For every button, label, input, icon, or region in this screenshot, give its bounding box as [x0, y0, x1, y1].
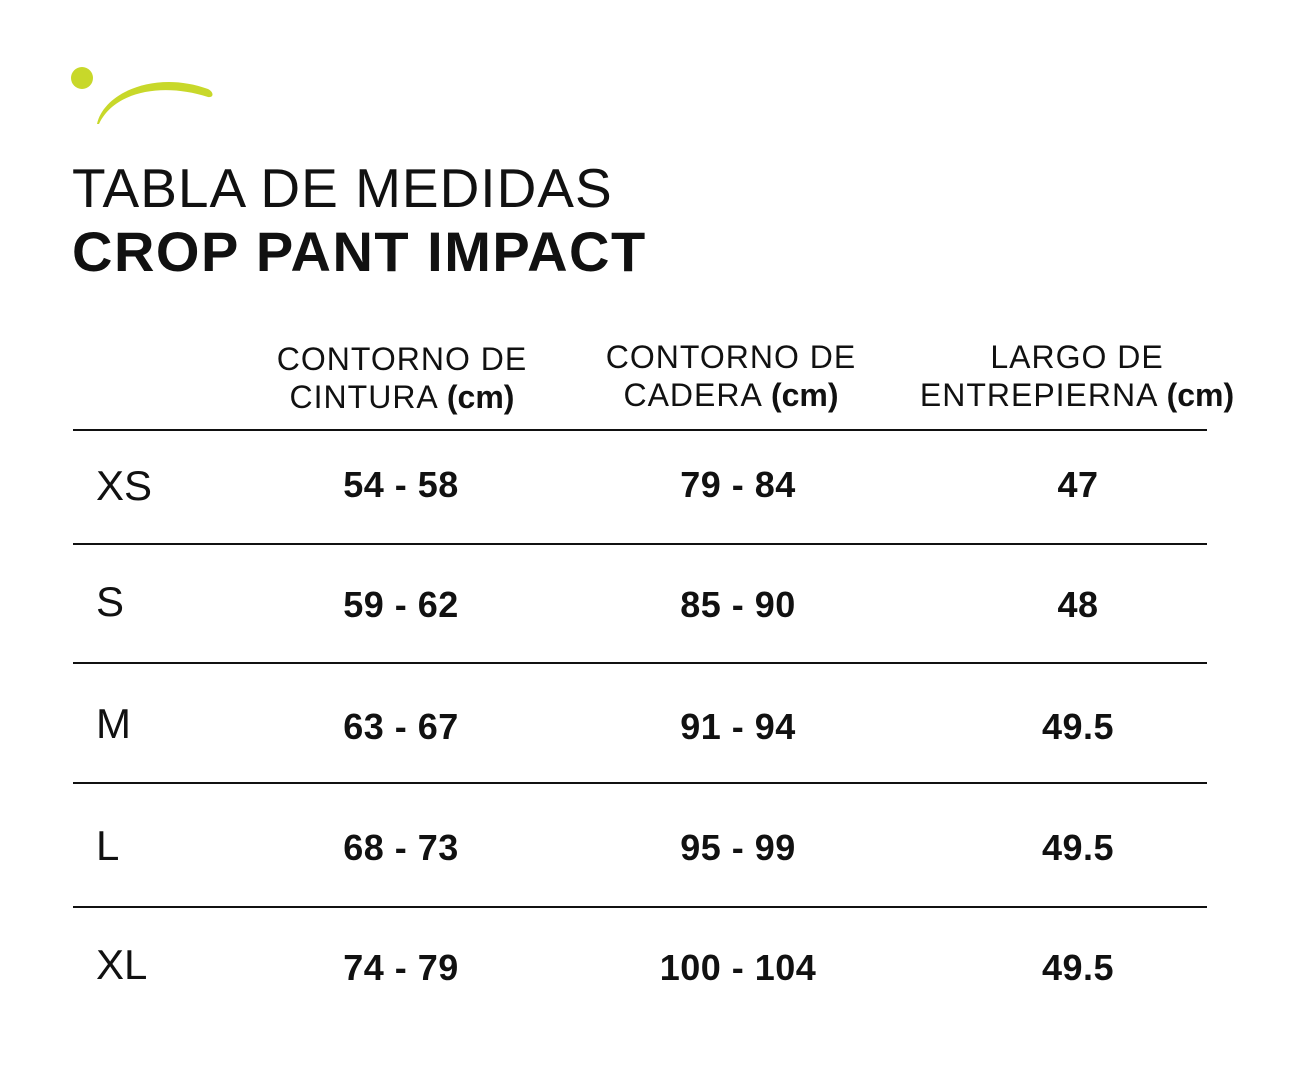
column-header-line1: LARGO DE — [990, 339, 1164, 375]
table-divider — [73, 782, 1207, 784]
inseam-value: 49.5 — [1041, 827, 1115, 868]
size-label: M — [96, 700, 131, 747]
size-label: L — [96, 822, 120, 869]
inseam-value: 47 — [1057, 464, 1099, 505]
unit-label: (cm) — [1166, 377, 1235, 413]
waist-value: 59 - 62 — [343, 584, 459, 625]
table-divider — [73, 906, 1207, 908]
waist-value: 54 - 58 — [343, 464, 459, 505]
hip-value: 79 - 84 — [680, 464, 796, 505]
hip-value: 95 - 99 — [680, 827, 796, 868]
table-divider — [73, 662, 1207, 664]
waist-value: 74 - 79 — [343, 947, 459, 988]
size-label: XL — [96, 941, 148, 988]
inseam-value: 49.5 — [1041, 706, 1115, 747]
waist-value: 63 - 67 — [343, 706, 459, 747]
column-header-inseam: LARGO DE ENTREPIERNA (cm) — [917, 338, 1237, 414]
size-label: XS — [96, 462, 153, 509]
column-header-hip: CONTORNO DE CADERA (cm) — [581, 338, 881, 414]
unit-label: (cm) — [770, 377, 839, 413]
column-header-line2: ENTREPIERNA (cm) — [919, 377, 1235, 413]
hip-value: 85 - 90 — [680, 584, 796, 625]
hip-value: 100 - 104 — [659, 947, 817, 988]
table-divider — [73, 429, 1207, 431]
hip-value: 91 - 94 — [680, 706, 796, 747]
inseam-value: 49.5 — [1041, 947, 1115, 988]
size-label: S — [96, 578, 125, 625]
page-title: TABLA DE MEDIDAS — [72, 157, 613, 219]
table-divider — [73, 543, 1207, 545]
brand-swoosh-icon — [71, 67, 213, 124]
product-name: CROP PANT IMPACT — [72, 220, 647, 283]
column-header-waist: CONTORNO DE CINTURA (cm) — [252, 340, 552, 416]
column-header-line1: CONTORNO DE — [605, 339, 857, 375]
unit-label: (cm) — [446, 379, 515, 415]
waist-value: 68 - 73 — [343, 827, 459, 868]
inseam-value: 48 — [1057, 584, 1099, 625]
column-header-line1: CONTORNO DE — [276, 341, 528, 377]
column-header-line2: CADERA (cm) — [623, 377, 839, 413]
column-header-line2: CINTURA (cm) — [289, 379, 515, 415]
